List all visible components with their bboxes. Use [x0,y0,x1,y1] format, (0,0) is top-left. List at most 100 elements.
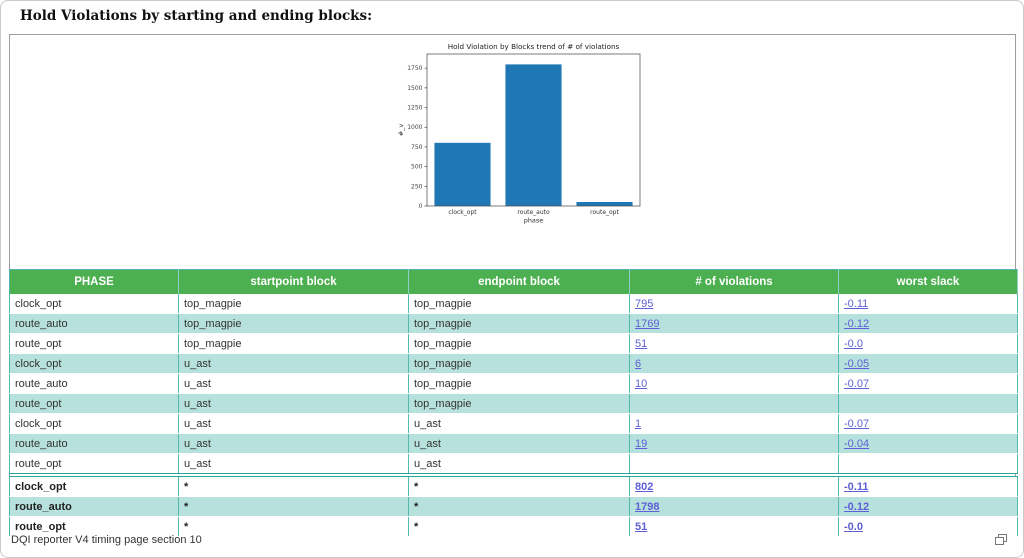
popout-icon[interactable] [995,534,1007,548]
worst-slack-cell-link[interactable]: -0.05 [844,358,869,370]
phase-cell: clock_opt [10,294,179,314]
svg-text:0: 0 [419,203,423,210]
svg-text:250: 250 [411,183,423,190]
endpoint-cell: top_magpie [409,334,630,354]
startpoint-cell: top_magpie [179,314,409,334]
endpoint-cell: top_magpie [409,394,630,414]
violations-cell-link[interactable]: 10 [635,378,647,390]
violations-cell-link[interactable]: 1 [635,418,641,430]
endpoint-cell: * [409,497,630,517]
violations-cell-link[interactable]: 795 [635,298,653,310]
footer-text: DQI reporter V4 timing page section 10 [11,534,202,546]
worst-slack-cell: -0.11 [839,475,1018,497]
column-header-endpoint-block: endpoint block [409,270,630,295]
table-header-row: PHASEstartpoint blockendpoint block# of … [10,270,1018,295]
violations-cell: 1 [630,414,839,434]
violations-cell [630,394,839,414]
worst-slack-cell: -0.0 [839,334,1018,354]
phase-cell: route_opt [10,394,179,414]
violations-cell-link[interactable]: 1769 [635,318,659,330]
worst-slack-cell-link[interactable]: -0.04 [844,438,869,450]
endpoint-cell: u_ast [409,454,630,476]
violations-cell: 19 [630,434,839,454]
phase-cell: route_opt [10,334,179,354]
violations-cell [630,454,839,476]
phase-cell: route_auto [10,314,179,334]
worst-slack-cell-link[interactable]: -0.12 [844,501,869,513]
violations-cell-link[interactable]: 6 [635,358,641,370]
worst-slack-cell: -0.04 [839,434,1018,454]
violations-cell-link[interactable]: 802 [635,481,653,493]
worst-slack-cell: -0.12 [839,314,1018,334]
svg-text:route_auto: route_auto [517,209,550,216]
column-header-startpoint-block: startpoint block [179,270,409,295]
violations-table: PHASEstartpoint blockendpoint block# of … [9,269,1018,537]
table-row: clock_opt**802-0.11 [10,475,1018,497]
endpoint-cell: top_magpie [409,314,630,334]
violations-cell-link[interactable]: 51 [635,338,647,350]
startpoint-cell: * [179,475,409,497]
phase-cell: route_auto [10,497,179,517]
footer-bar: DQI reporter V4 timing page section 10 [11,534,1015,546]
table-row: route_autou_asttop_magpie10-0.07 [10,374,1018,394]
worst-slack-cell [839,454,1018,476]
violations-cell: 1769 [630,314,839,334]
startpoint-cell: u_ast [179,434,409,454]
violations-cell-link[interactable]: 51 [635,521,647,533]
startpoint-cell: u_ast [179,354,409,374]
svg-text:clock_opt: clock_opt [448,209,477,216]
startpoint-cell: u_ast [179,374,409,394]
startpoint-cell: top_magpie [179,334,409,354]
violations-cell-link[interactable]: 1798 [635,501,659,513]
worst-slack-cell: -0.12 [839,497,1018,517]
svg-text:1750: 1750 [407,65,422,72]
worst-slack-cell-link[interactable]: -0.0 [844,521,863,533]
violations-cell: 802 [630,475,839,497]
table-row: route_optu_asttop_magpie [10,394,1018,414]
svg-text:750: 750 [411,144,423,151]
hold-violation-bar-chart: Hold Violation by Blocks trend of # of v… [387,42,687,227]
column-header-worst-slack: worst slack [839,270,1018,295]
worst-slack-cell-link[interactable]: -0.0 [844,338,863,350]
worst-slack-cell-link[interactable]: -0.07 [844,418,869,430]
startpoint-cell: * [179,497,409,517]
endpoint-cell: top_magpie [409,354,630,374]
violations-cell: 10 [630,374,839,394]
violations-cell: 6 [630,354,839,374]
table-row: route_autotop_magpietop_magpie1769-0.12 [10,314,1018,334]
table-row: route_optu_astu_ast [10,454,1018,476]
worst-slack-cell-link[interactable]: -0.11 [844,298,868,310]
startpoint-cell: top_magpie [179,294,409,314]
worst-slack-cell-link[interactable]: -0.12 [844,318,869,330]
column-header--of-violations: # of violations [630,270,839,295]
svg-text:1250: 1250 [407,105,422,112]
svg-text:route_opt: route_opt [590,209,619,216]
phase-cell: clock_opt [10,414,179,434]
violations-cell: 51 [630,334,839,354]
phase-cell: clock_opt [10,475,179,497]
bar-chart-svg: Hold Violation by Blocks trend of # of v… [387,42,687,227]
endpoint-cell: u_ast [409,414,630,434]
svg-text:phase: phase [524,217,544,225]
phase-cell: route_opt [10,454,179,476]
report-panel: Hold Violation by Blocks trend of # of v… [9,34,1016,531]
worst-slack-cell-link[interactable]: -0.11 [844,481,868,493]
table-row: route_auto**1798-0.12 [10,497,1018,517]
violations-cell-link[interactable]: 19 [635,438,647,450]
report-page: Hold Violations by starting and ending b… [0,0,1024,558]
table-row: clock_optu_asttop_magpie6-0.05 [10,354,1018,374]
table-row: route_opttop_magpietop_magpie51-0.0 [10,334,1018,354]
svg-text:1500: 1500 [407,85,422,92]
worst-slack-cell: -0.05 [839,354,1018,374]
endpoint-cell: u_ast [409,434,630,454]
endpoint-cell: * [409,475,630,497]
phase-cell: route_auto [10,374,179,394]
table-row: clock_optu_astu_ast1-0.07 [10,414,1018,434]
svg-text:Hold Violation by Blocks trend: Hold Violation by Blocks trend of # of v… [448,42,620,51]
worst-slack-cell: -0.07 [839,374,1018,394]
worst-slack-cell [839,394,1018,414]
worst-slack-cell-link[interactable]: -0.07 [844,378,869,390]
svg-text:500: 500 [411,164,423,171]
svg-text:#_v: #_v [397,124,405,137]
page-title: Hold Violations by starting and ending b… [20,8,372,24]
